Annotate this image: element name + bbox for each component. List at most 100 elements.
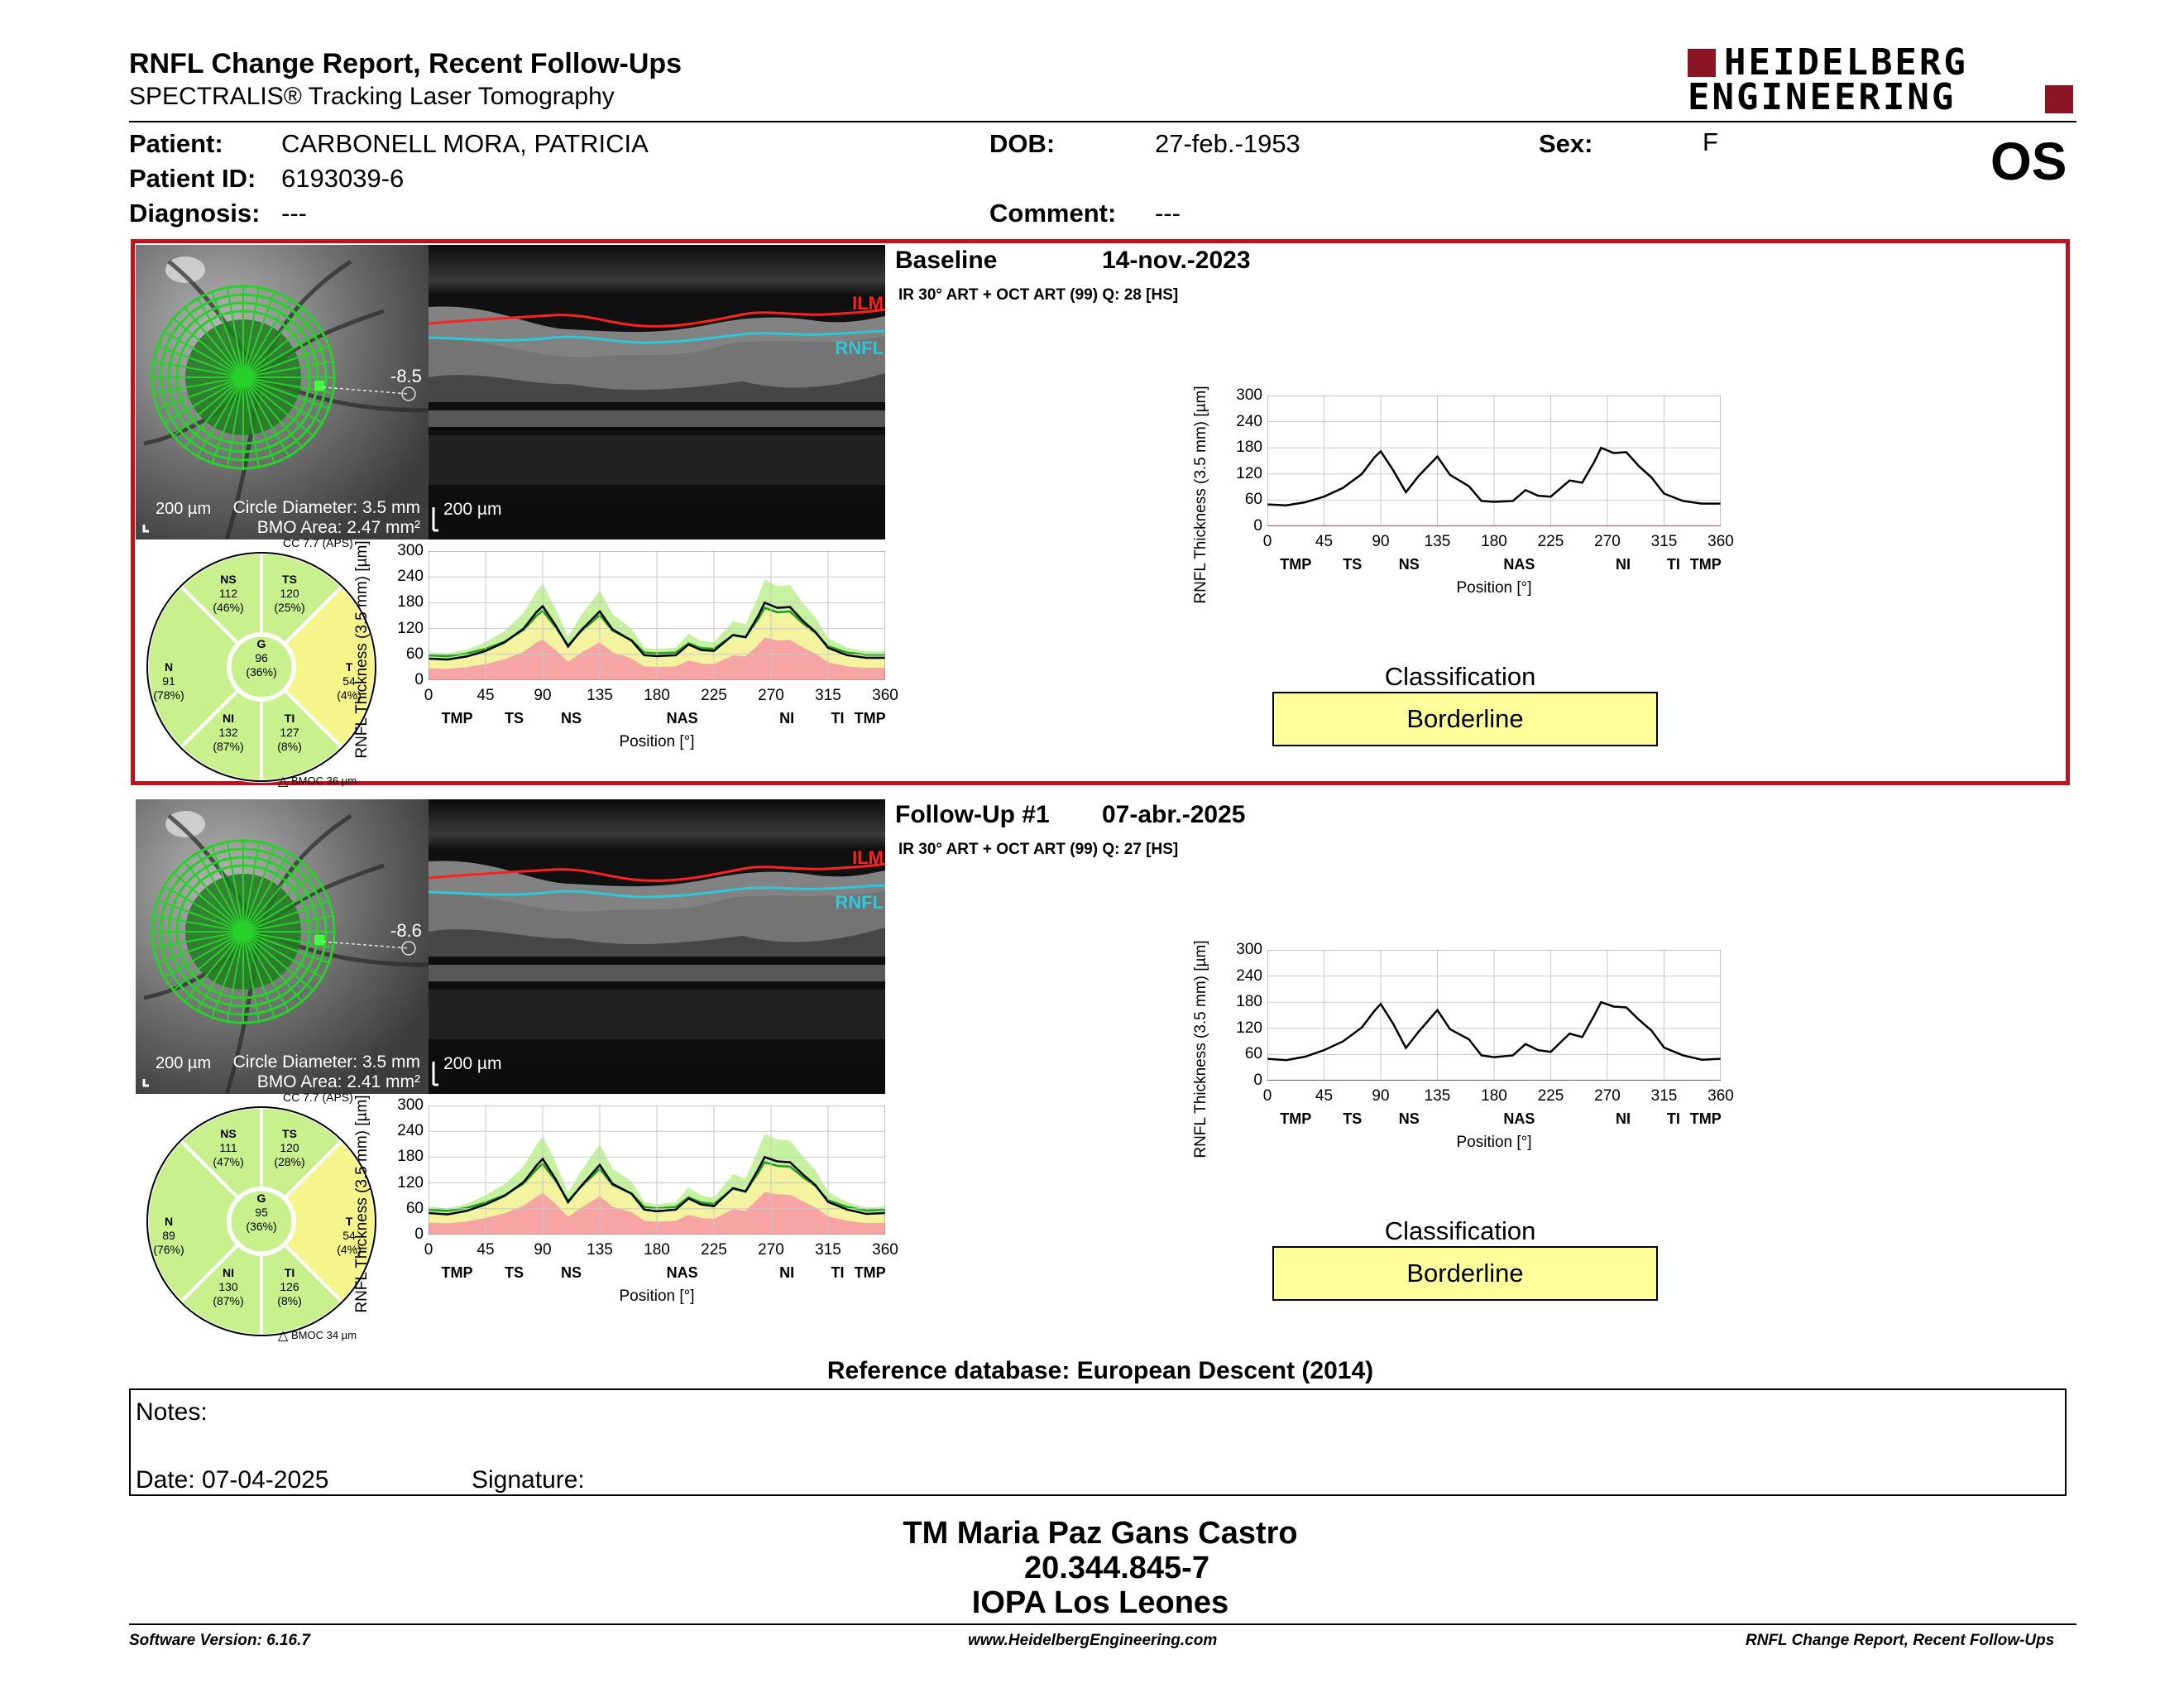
x-tick-label: 180 [1481,1087,1507,1105]
x-tick-label: 180 [1481,533,1507,550]
report-subtitle: SPECTRALIS® Tracking Laser Tomography [129,83,615,110]
y-tick-label: 0 [414,1225,424,1243]
sector-axis-label: TMP [1280,1110,1312,1127]
bmo-area: BMO Area: 2.47 mm² [256,518,420,537]
y-tick-label: 240 [1236,412,1262,430]
x-tick-label: 90 [1372,1087,1390,1105]
website-link[interactable]: www.HeidelbergEngineering.com [968,1632,1218,1649]
sector-label-g: G 95 (36%) [246,1192,277,1233]
bmo-area: BMO Area: 2.41 mm² [256,1072,420,1091]
eye-label: OS [1990,132,2067,191]
sector-axis-label: TMP [1689,1110,1722,1127]
sector-axis-label: TMP [1280,556,1312,573]
exam-title: Follow-Up #1 [895,801,1050,828]
x-tick-label: 315 [1650,1087,1678,1105]
y-tick-label: 60 [1244,1045,1262,1063]
diagnosis-value: --- [281,199,307,228]
y-tick-label: 300 [1236,386,1262,404]
signer-org: IOPA Los Leones [971,1585,1229,1620]
thickness-chart-large [1267,395,1722,527]
x-tick-label: 0 [1262,533,1272,550]
bmoc-label: BMOC 36 µm [291,774,357,787]
y-tick-label: 120 [397,619,424,637]
classification-result: Borderline [1272,1246,1658,1301]
sector-axis-label: NI [779,710,795,727]
sector-label-ti: TI 126 (8%) [277,1266,302,1307]
fundus-image: -8.6 200 µm Circle Diameter: 3.5 mm BMO Are… [136,799,429,1094]
measured-thickness-line [1267,1000,1722,1062]
comment-value: --- [1155,199,1181,228]
sector-label-ns: NS 111 (47%) [213,1127,244,1168]
x-tick-label: 225 [1537,1087,1564,1105]
y-tick-label: 0 [414,671,424,688]
sector-axis-label: NAS [1503,1110,1535,1127]
x-tick-label: 45 [477,1241,495,1259]
sector-label-ts: TS 120 (25%) [274,573,305,614]
ilm-label: ILM [852,847,884,868]
oct-bscan: ILM RNFL 200 µm [429,245,885,539]
y-tick-label: 120 [397,1173,424,1192]
notes-box [129,1388,2067,1496]
heidelberg-logo: HEIDELBERG ENGINEERING [1688,41,2076,118]
x-tick-label: 180 [644,687,670,704]
x-tick-label: 360 [872,1241,898,1259]
sector-axis-label: TS [1343,556,1363,573]
x-tick-label: 0 [424,1241,433,1259]
x-tick-label: 45 [477,687,495,704]
measured-thickness-line [428,1155,886,1216]
x-tick-label: 225 [1537,533,1564,550]
x-tick-label: 315 [815,687,841,704]
notes-label: Notes: [136,1398,208,1426]
comment-label: Comment: [989,199,1117,228]
x-tick-label: 180 [644,1241,670,1259]
y-axis-label: RNFL Thickness (3.5 mm) [µm] [1192,940,1209,1158]
cc-label: CC 7.7 (APS) [283,1091,353,1104]
ilm-label: ILM [852,293,884,314]
sex-label: Sex: [1539,129,1593,158]
sector-axis-label: TS [504,710,524,727]
exam-section: -8.5 200 µm Circle Diameter: 3.5 mm BMO Are… [0,240,2184,789]
cc-label: CC 7.7 (APS) [283,536,353,549]
normative-mean-line [428,607,885,658]
sector-chart: NS 111 (47%) TS 120 (28%) N 89 (76%) G 95 (36%) T 54(… [146,1105,377,1338]
sector-axis-label: NI [1616,556,1631,573]
x-tick-label: 0 [1262,1087,1272,1105]
signature-label: Signature: [472,1466,585,1494]
classification-title: Classification [1384,662,1536,691]
y-tick-label: 300 [397,1096,424,1114]
sector-axis-label: TI [1666,556,1680,573]
x-tick-label: 45 [1315,533,1334,550]
patient-name: CARBONELL MORA, PATRICIA [281,129,649,158]
signer-name: TM Maria Paz Gans Castro [903,1516,1298,1551]
patient-id-label: Patient ID: [129,164,256,193]
sector-axis-label: TS [504,1264,524,1281]
exam-date: 14-nov.-2023 [1102,247,1251,274]
sector-label-ns: NS 112 (46%) [213,573,244,614]
sector-axis-label: TMP [1689,556,1722,573]
y-axis-label: RNFL Thickness (3.5 mm) [µm] [1192,386,1209,604]
sector-axis-label: TI [831,1264,845,1281]
x-tick-label: 90 [534,687,552,704]
sector-axis-label: NAS [666,710,698,727]
y-tick-label: 60 [405,1199,424,1217]
x-tick-label: 225 [701,687,727,704]
sector-axis-label: TMP [854,1264,886,1281]
oct-scale-label: 200 µm [443,1054,502,1073]
exam-section: -8.6 200 µm Circle Diameter: 3.5 mm BMO Are… [0,794,2184,1343]
patient-label: Patient: [129,129,223,158]
reference-database: Reference database: European Descent (20… [826,1357,1374,1384]
sector-label-g: G 96 (36%) [246,637,277,679]
circle-diameter: Circle Diameter: 3.5 mm [232,498,420,517]
x-axis-label: Position [°] [1456,579,1532,597]
y-tick-label: 180 [1236,439,1262,457]
x-tick-label: 315 [815,1241,841,1259]
sector-axis-label: NS [1398,556,1420,573]
rnfl-label: RNFL [835,892,884,913]
x-tick-label: 360 [872,687,898,704]
sector-label-t: T 54 (4%) [337,660,362,702]
y-axis-label: RNFL Thickness (3.5 mm) [µm] [353,1095,371,1313]
report-title: RNFL Change Report, Recent Follow-Ups [129,48,682,79]
exam-date: 07-abr.-2025 [1102,801,1246,828]
thickness-chart-large [1267,949,1722,1081]
y-tick-label: 180 [397,1148,424,1166]
